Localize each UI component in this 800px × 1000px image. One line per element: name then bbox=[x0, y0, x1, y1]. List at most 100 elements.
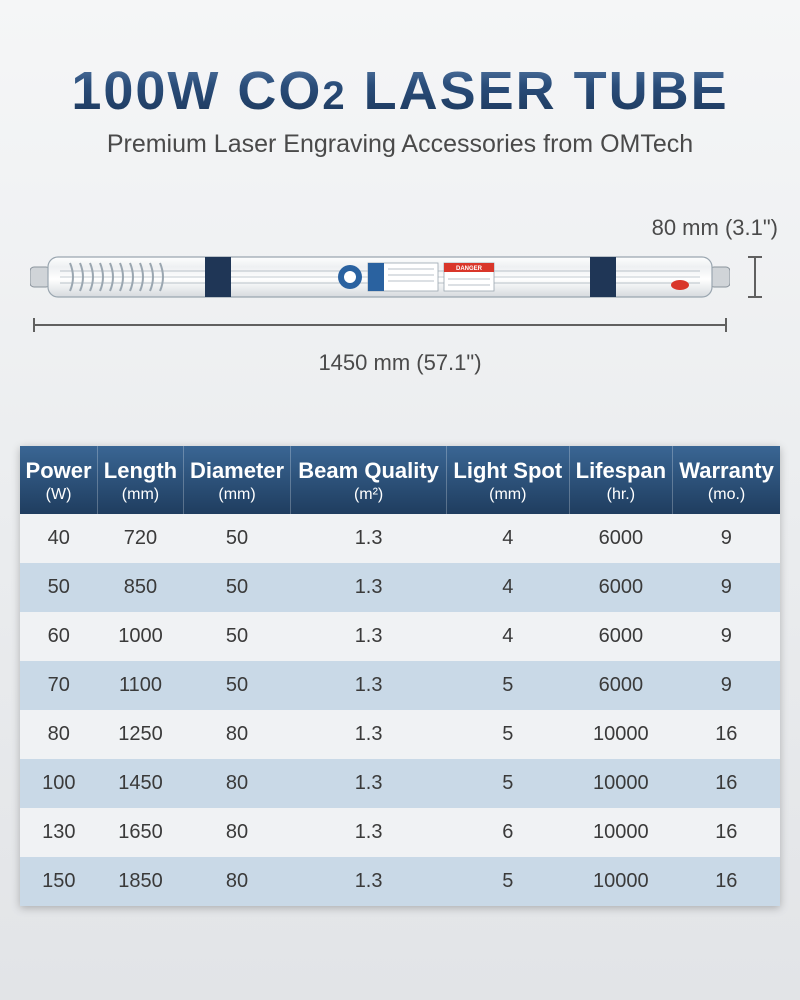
column-header: Lifespan (hr.) bbox=[569, 446, 673, 514]
table-cell: 1.3 bbox=[291, 759, 447, 808]
table-cell: 130 bbox=[20, 808, 98, 857]
column-header: Warranty (mo.) bbox=[673, 446, 780, 514]
table-row: 40720501.3460009 bbox=[20, 514, 780, 563]
table-row: 701100501.3560009 bbox=[20, 661, 780, 710]
table-cell: 50 bbox=[183, 612, 290, 661]
table-cell: 16 bbox=[673, 857, 780, 906]
table-cell: 10000 bbox=[569, 759, 673, 808]
dimension-diagram: 80 mm (3.1") bbox=[30, 249, 770, 376]
specifications-table: Power(W)Length(mm)Diameter(mm)Beam Quali… bbox=[20, 446, 780, 906]
column-header: Length (mm) bbox=[98, 446, 184, 514]
table-cell: 9 bbox=[673, 514, 780, 563]
table-cell: 5 bbox=[446, 759, 569, 808]
title-prefix: 100W CO bbox=[71, 61, 322, 121]
table-cell: 80 bbox=[183, 759, 290, 808]
column-label: Length bbox=[104, 458, 177, 483]
column-header: Diameter (mm) bbox=[183, 446, 290, 514]
table-cell: 1.3 bbox=[291, 612, 447, 661]
table-cell: 4 bbox=[446, 514, 569, 563]
table-cell: 6000 bbox=[569, 661, 673, 710]
table-header-row: Power(W)Length(mm)Diameter(mm)Beam Quali… bbox=[20, 446, 780, 514]
table-cell: 16 bbox=[673, 759, 780, 808]
table-cell: 50 bbox=[183, 563, 290, 612]
table-cell: 16 bbox=[673, 710, 780, 759]
table-cell: 6000 bbox=[569, 612, 673, 661]
table-cell: 5 bbox=[446, 661, 569, 710]
column-label: Lifespan bbox=[576, 458, 666, 483]
column-label: Power bbox=[26, 458, 92, 483]
length-label: 1450 mm (57.1") bbox=[30, 350, 770, 376]
table-cell: 4 bbox=[446, 612, 569, 661]
table-cell: 5 bbox=[446, 857, 569, 906]
table-cell: 1100 bbox=[98, 661, 184, 710]
diameter-bracket-icon bbox=[740, 249, 770, 305]
table-cell: 5 bbox=[446, 710, 569, 759]
title-suffix: LASER TUBE bbox=[347, 61, 729, 121]
table-cell: 150 bbox=[20, 857, 98, 906]
table-cell: 6000 bbox=[569, 514, 673, 563]
table-cell: 1450 bbox=[98, 759, 184, 808]
column-unit: (m²) bbox=[295, 486, 442, 504]
table-cell: 6 bbox=[446, 808, 569, 857]
laser-tube-illustration: DANGER bbox=[30, 249, 730, 305]
table-cell: 1000 bbox=[98, 612, 184, 661]
table-cell: 16 bbox=[673, 808, 780, 857]
table-cell: 9 bbox=[673, 661, 780, 710]
table-cell: 1250 bbox=[98, 710, 184, 759]
table-row: 601000501.3460009 bbox=[20, 612, 780, 661]
product-subtitle: Premium Laser Engraving Accessories from… bbox=[107, 130, 693, 159]
table-cell: 1850 bbox=[98, 857, 184, 906]
table-cell: 80 bbox=[183, 857, 290, 906]
table-cell: 70 bbox=[20, 661, 98, 710]
table-cell: 60 bbox=[20, 612, 98, 661]
column-unit: (mm) bbox=[102, 486, 179, 504]
column-label: Beam Quality bbox=[298, 458, 439, 483]
table-cell: 10000 bbox=[569, 808, 673, 857]
column-label: Warranty bbox=[679, 458, 774, 483]
table-cell: 1.3 bbox=[291, 808, 447, 857]
title-subscript: 2 bbox=[322, 74, 346, 118]
table-cell: 1.3 bbox=[291, 563, 447, 612]
table-cell: 100 bbox=[20, 759, 98, 808]
table-cell: 720 bbox=[98, 514, 184, 563]
table-cell: 850 bbox=[98, 563, 184, 612]
table-cell: 1.3 bbox=[291, 710, 447, 759]
table-cell: 1.3 bbox=[291, 857, 447, 906]
column-header: Power (W) bbox=[20, 446, 98, 514]
diameter-label: 80 mm (3.1") bbox=[652, 215, 778, 241]
table-cell: 10000 bbox=[569, 710, 673, 759]
product-infographic: 100W CO2 LASER TUBE Premium Laser Engrav… bbox=[0, 0, 800, 1000]
table-row: 1501850801.351000016 bbox=[20, 857, 780, 906]
table-cell: 1.3 bbox=[291, 514, 447, 563]
table-cell: 9 bbox=[673, 563, 780, 612]
column-unit: (mm) bbox=[188, 486, 286, 504]
table-cell: 50 bbox=[183, 661, 290, 710]
column-unit: (W) bbox=[24, 486, 93, 504]
table-cell: 1650 bbox=[98, 808, 184, 857]
table-cell: 4 bbox=[446, 563, 569, 612]
column-header: Beam Quality (m²) bbox=[291, 446, 447, 514]
table-cell: 80 bbox=[183, 808, 290, 857]
table-cell: 80 bbox=[20, 710, 98, 759]
column-unit: (mm) bbox=[451, 486, 565, 504]
table-cell: 80 bbox=[183, 710, 290, 759]
table-cell: 50 bbox=[183, 514, 290, 563]
column-label: Diameter bbox=[190, 458, 284, 483]
table-row: 801250801.351000016 bbox=[20, 710, 780, 759]
table-cell: 40 bbox=[20, 514, 98, 563]
column-label: Light Spot bbox=[453, 458, 562, 483]
table-body: 40720501.346000950850501.346000960100050… bbox=[20, 514, 780, 906]
length-bracket-icon bbox=[30, 317, 730, 335]
table-cell: 6000 bbox=[569, 563, 673, 612]
table-cell: 9 bbox=[673, 612, 780, 661]
table-cell: 1.3 bbox=[291, 661, 447, 710]
column-unit: (hr.) bbox=[574, 486, 669, 504]
table-cell: 10000 bbox=[569, 857, 673, 906]
table-cell: 50 bbox=[20, 563, 98, 612]
svg-text:DANGER: DANGER bbox=[456, 266, 483, 272]
column-header: Light Spot (mm) bbox=[446, 446, 569, 514]
table-row: 1001450801.351000016 bbox=[20, 759, 780, 808]
column-unit: (mo.) bbox=[677, 486, 776, 504]
table-row: 50850501.3460009 bbox=[20, 563, 780, 612]
table-row: 1301650801.361000016 bbox=[20, 808, 780, 857]
